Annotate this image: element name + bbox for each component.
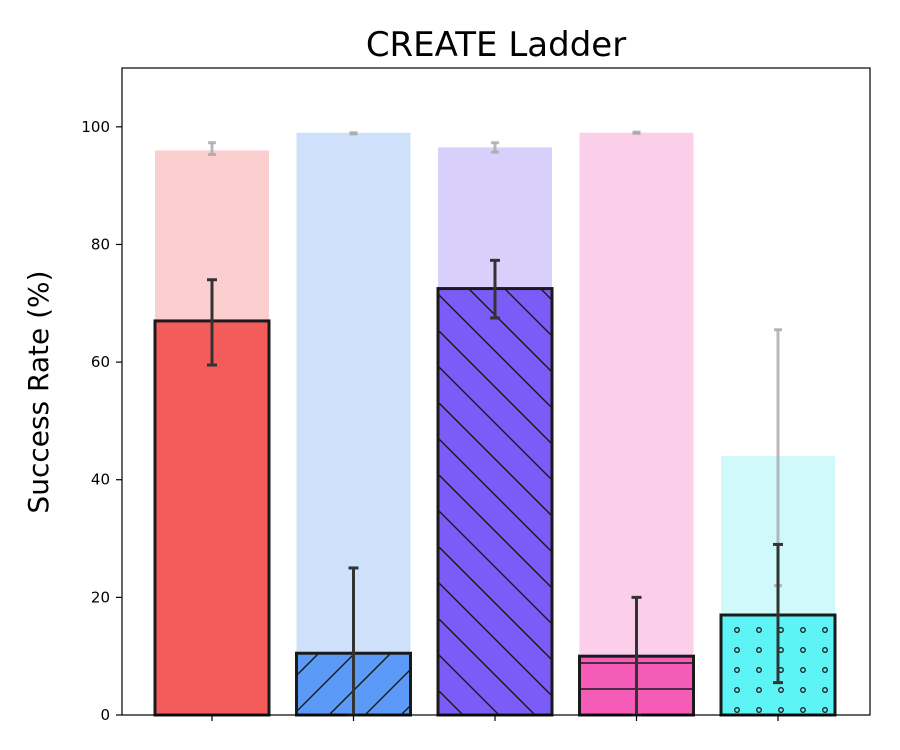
- y-tick-label: 0: [100, 706, 110, 724]
- y-tick-label: 60: [91, 353, 110, 371]
- plot-frame: [121, 67, 871, 716]
- background-error-bar-2: [349, 131, 358, 136]
- bar-hatch-3: [438, 288, 552, 715]
- background-error-bar-4: [632, 130, 641, 135]
- background-error-bar-3: [491, 141, 499, 154]
- foreground-error-bar-5: [773, 542, 783, 685]
- y-tick-label: 40: [91, 471, 110, 489]
- background-error-bar-1: [208, 141, 216, 156]
- y-tick-label: 80: [91, 235, 110, 253]
- y-axis-label: Success Rate (%): [22, 270, 55, 513]
- foreground-error-bar-3: [490, 258, 500, 320]
- y-tick-label: 20: [91, 588, 110, 606]
- foreground-bar-1: [155, 320, 269, 715]
- x-axis: [211, 715, 779, 721]
- y-tick-label: 100: [81, 118, 110, 136]
- foreground-error-bar-1: [207, 278, 217, 367]
- y-axis: 0 20 40 60 80 100: [81, 118, 122, 724]
- chart-title: CREATE Ladder: [366, 25, 626, 65]
